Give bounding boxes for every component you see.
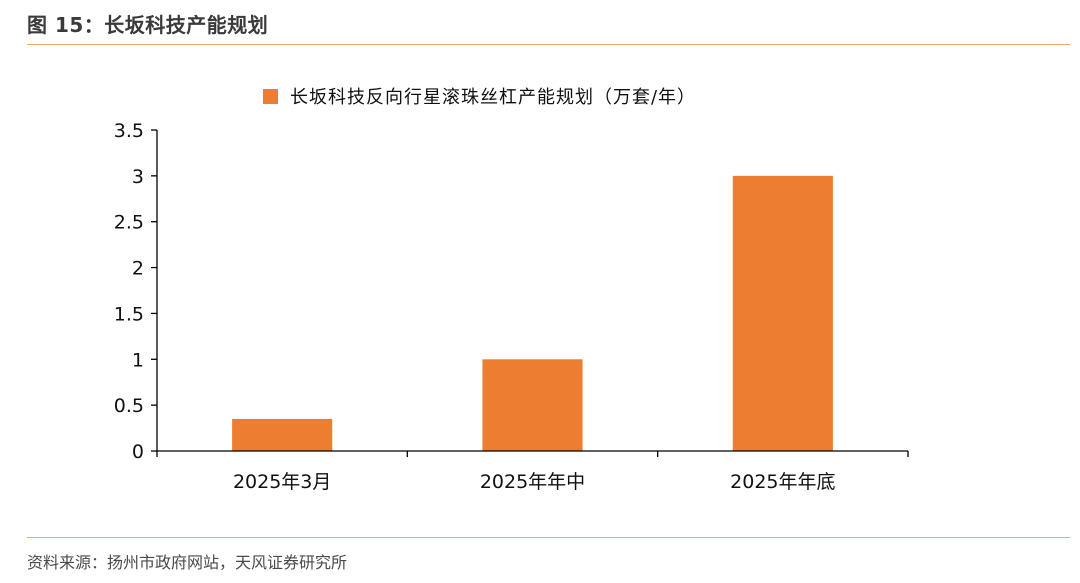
bars [232, 175, 833, 451]
bar-3 [732, 175, 833, 451]
bar-1 [232, 418, 333, 451]
legend-swatch [263, 89, 278, 104]
x-category-label: 2025年年中 [480, 471, 585, 493]
y-tick-label: 2 [132, 258, 144, 280]
y-tick-label: 3.5 [114, 120, 144, 142]
figure-title: 图 15：长坂科技产能规划 [27, 13, 269, 37]
y-tick-label: 2.5 [114, 212, 144, 234]
y-tick-label: 0 [132, 441, 144, 463]
y-tick-label: 1 [132, 349, 144, 371]
y-tick-label: 0.5 [114, 395, 144, 417]
source-note: 资料来源：扬州市政府网站，天风证券研究所 [27, 553, 348, 572]
y-tick-label: 3 [132, 166, 144, 188]
legend-label: 长坂科技反向行星滚珠丝杠产能规划（万套/年） [290, 87, 696, 108]
bottom-divider [27, 537, 1070, 538]
bar-2 [482, 359, 583, 451]
x-category-label: 2025年3月 [233, 471, 331, 493]
y-axis: 0 0.5 1 1.5 2 2.5 3 3.5 [114, 120, 158, 463]
x-category-label: 2025年年底 [730, 471, 835, 493]
x-axis: 2025年3月 2025年年中 2025年年底 [156, 450, 909, 493]
top-divider [27, 44, 1070, 45]
y-tick-label: 1.5 [114, 303, 144, 325]
legend: 长坂科技反向行星滚珠丝杠产能规划（万套/年） [263, 87, 696, 108]
